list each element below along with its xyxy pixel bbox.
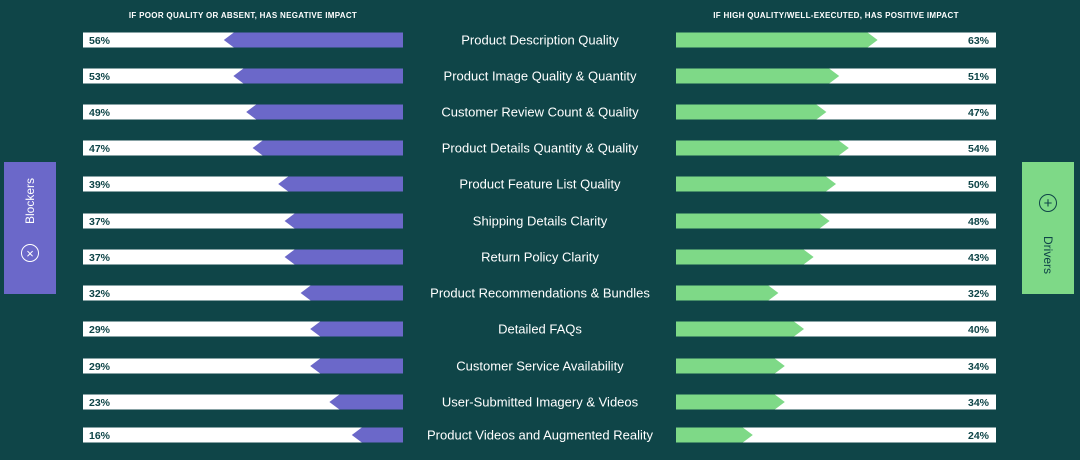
blocker-value-label: 37% bbox=[89, 216, 111, 228]
drivers-header: IF HIGH QUALITY/WELL-EXECUTED, HAS POSIT… bbox=[713, 11, 959, 20]
plus-circle-icon: + bbox=[1039, 194, 1057, 212]
driver-value-label: 34% bbox=[968, 397, 990, 409]
blockers-label: Blockers bbox=[22, 177, 37, 225]
category-label: Customer Review Count & Quality bbox=[441, 105, 639, 120]
category-label: Product Recommendations & Bundles bbox=[430, 286, 650, 301]
driver-bar bbox=[676, 321, 804, 337]
blocker-bar bbox=[300, 285, 403, 301]
blocker-bar bbox=[284, 249, 403, 265]
driver-bar bbox=[676, 140, 849, 156]
blocker-bar bbox=[351, 427, 403, 443]
blocker-value-label: 39% bbox=[89, 179, 111, 191]
blocker-bar bbox=[310, 358, 403, 374]
driver-value-label: 32% bbox=[968, 288, 990, 300]
blocker-value-label: 32% bbox=[89, 288, 111, 300]
driver-value-label: 47% bbox=[968, 107, 990, 119]
driver-value-label: 43% bbox=[968, 252, 990, 264]
driver-value-label: 40% bbox=[968, 324, 990, 336]
blocker-bar bbox=[233, 68, 403, 84]
blocker-value-label: 53% bbox=[89, 71, 111, 83]
category-label: User-Submitted Imagery & Videos bbox=[442, 395, 639, 410]
driver-bar bbox=[676, 32, 878, 48]
blocker-track bbox=[83, 394, 403, 410]
category-label: Product Feature List Quality bbox=[459, 177, 621, 192]
driver-value-label: 63% bbox=[968, 35, 990, 47]
blocker-value-label: 16% bbox=[89, 430, 111, 442]
blocker-bar bbox=[223, 32, 403, 48]
category-label: Product Description Quality bbox=[461, 33, 619, 48]
blocker-bar bbox=[284, 213, 403, 229]
driver-bar bbox=[676, 104, 827, 120]
category-label: Detailed FAQs bbox=[498, 322, 582, 337]
driver-bar bbox=[676, 249, 814, 265]
driver-track bbox=[676, 427, 996, 443]
category-label: Product Videos and Augmented Reality bbox=[427, 428, 653, 443]
blockers-panel: Blockers × bbox=[4, 162, 56, 294]
category-label: Return Policy Clarity bbox=[481, 250, 599, 265]
driver-value-label: 54% bbox=[968, 143, 990, 155]
drivers-panel: + Drivers bbox=[1022, 162, 1074, 294]
driver-bar bbox=[676, 358, 785, 374]
blockers-header: IF POOR QUALITY OR ABSENT, HAS NEGATIVE … bbox=[128, 11, 358, 20]
category-label: Shipping Details Clarity bbox=[473, 214, 608, 229]
blocker-value-label: 49% bbox=[89, 107, 111, 119]
driver-value-label: 51% bbox=[968, 71, 990, 83]
blocker-value-label: 56% bbox=[89, 35, 111, 47]
driver-bar bbox=[676, 285, 779, 301]
driver-bar bbox=[676, 427, 753, 443]
blocker-value-label: 23% bbox=[89, 397, 111, 409]
blocker-bar bbox=[246, 104, 403, 120]
driver-value-label: 48% bbox=[968, 216, 990, 228]
blocker-value-label: 29% bbox=[89, 361, 111, 373]
drivers-label: Drivers bbox=[1041, 236, 1055, 274]
category-label: Customer Service Availability bbox=[456, 359, 624, 374]
blocker-value-label: 47% bbox=[89, 143, 111, 155]
driver-bar bbox=[676, 213, 830, 229]
driver-bar bbox=[676, 176, 836, 192]
blocker-bar bbox=[329, 394, 403, 410]
driver-value-label: 50% bbox=[968, 179, 990, 191]
blocker-bar bbox=[278, 176, 403, 192]
blocker-value-label: 37% bbox=[89, 252, 111, 264]
driver-bar bbox=[676, 394, 785, 410]
blocker-track bbox=[83, 427, 403, 443]
category-label: Product Details Quantity & Quality bbox=[442, 141, 639, 156]
driver-bar bbox=[676, 68, 840, 84]
blocker-bar bbox=[310, 321, 403, 337]
category-label: Product Image Quality & Quantity bbox=[444, 69, 637, 84]
x-circle-icon: × bbox=[21, 244, 39, 262]
driver-value-label: 34% bbox=[968, 361, 990, 373]
blocker-value-label: 29% bbox=[89, 324, 111, 336]
driver-value-label: 24% bbox=[968, 430, 990, 442]
blocker-bar bbox=[252, 140, 403, 156]
